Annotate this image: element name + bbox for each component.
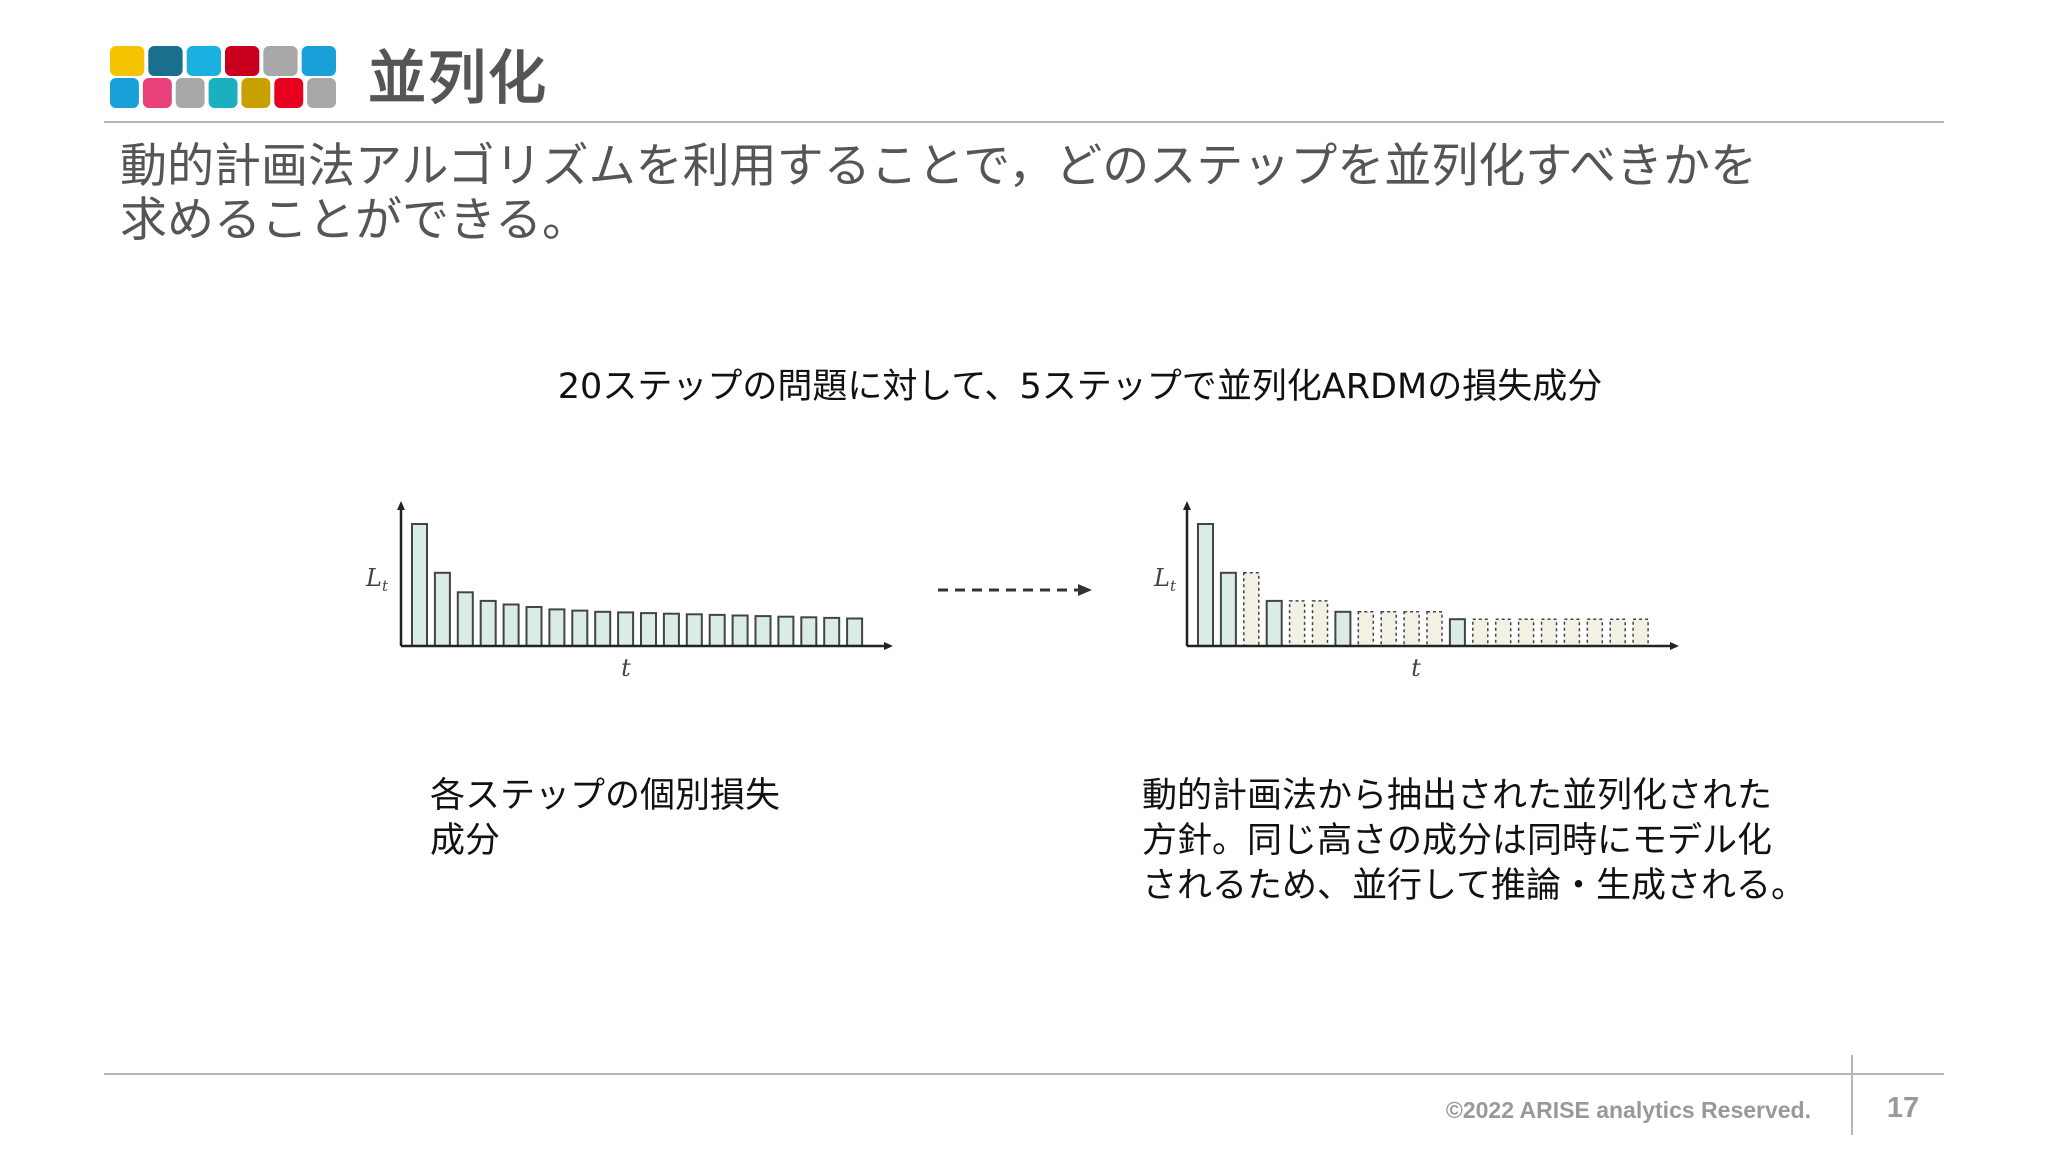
logo-tile (148, 46, 183, 76)
loss-bar (708, 613, 726, 648)
parallel-bar (1426, 611, 1443, 647)
logo-tile (142, 78, 172, 108)
parallel-bar (1380, 611, 1397, 647)
transform-arrow (938, 584, 1092, 596)
loss-bar (731, 614, 749, 647)
lead-line-2: 求めることができる。 (120, 193, 590, 248)
loss-bar (1219, 571, 1237, 647)
right-description-line-2: 方針。同じ高さの成分は同時にモデル化 (1142, 821, 1773, 861)
logo-tile (225, 46, 260, 76)
page-number: 17 (1886, 1092, 1920, 1124)
footer-divider (104, 1073, 1944, 1075)
loss-bar (571, 609, 589, 647)
left-description-line-2: 成分 (430, 821, 501, 861)
x-axis-label: t (621, 654, 631, 682)
loss-bar (1265, 599, 1283, 647)
parallel-bar (1311, 600, 1329, 647)
parallel-bar (1540, 618, 1558, 647)
parallel-bar (1632, 618, 1649, 647)
parallel-bar (1609, 618, 1626, 647)
parallelized-loss-chart: Lt t (1153, 501, 1679, 682)
right-description-line-3: されるため、並行して推論・生成される。 (1142, 866, 1806, 906)
logo-tile (241, 78, 271, 108)
right-description-line-1: 動的計画法から抽出された並列化された (1142, 776, 1773, 816)
logo-bottom-row (110, 78, 336, 108)
loss-bar (800, 616, 818, 648)
lead-line-1: 動的計画法アルゴリズムを利用することで，どのステップを並列化すべきかを (120, 139, 1758, 194)
parallel-bar (1288, 600, 1306, 647)
logo-tile (263, 46, 298, 76)
parallel-bar (1494, 618, 1512, 647)
logo-tile (274, 78, 304, 108)
loss-bar (1334, 610, 1352, 648)
right-description: 動的計画法から抽出された並列化された 方針。同じ高さの成分は同時にモデル化 され… (1142, 774, 1806, 909)
loss-bar (777, 615, 795, 647)
parallel-bar (1243, 572, 1260, 647)
logo-tile (186, 46, 221, 76)
loss-bar (1448, 618, 1466, 647)
logo-tile (301, 46, 336, 76)
left-description: 各ステップの個別損失 成分 (430, 774, 780, 864)
y-axis-label-main: L (365, 564, 382, 592)
loss-bar (754, 615, 772, 647)
loss-bar (548, 608, 566, 647)
y-axis-label-sub: t (1170, 577, 1177, 595)
parallel-bar (1472, 618, 1489, 647)
page-title: 並列化 (368, 44, 549, 112)
y-axis-label: Lt (1153, 564, 1177, 595)
company-logo (110, 46, 336, 108)
loss-bar (479, 599, 497, 647)
y-axis-label-main: L (1153, 564, 1170, 592)
loss-bar (1197, 523, 1214, 647)
logo-tile (110, 46, 145, 76)
logo-tile (110, 78, 139, 108)
parallel-bar (1563, 618, 1581, 647)
header-divider (104, 121, 1944, 123)
bars-group (411, 523, 864, 648)
left-description-line-1: 各ステップの個別損失 (430, 776, 781, 816)
footer-separator (1851, 1055, 1853, 1135)
x-axis-label: t (1411, 654, 1421, 682)
loss-bar (502, 603, 520, 647)
bars-group (1197, 523, 1649, 648)
parallel-bar (1586, 618, 1604, 647)
copyright-text: ©2022 ARISE analytics Reserved. (1445, 1097, 1811, 1123)
loss-bar (525, 606, 543, 647)
logo-tile (208, 78, 238, 108)
y-axis-label: Lt (365, 564, 389, 595)
loss-bar (456, 591, 474, 648)
lead-text: 動的計画法アルゴリズムを利用することで，どのステップを並列化すべきかを 求めるこ… (120, 140, 1940, 248)
y-axis-label-sub: t (382, 577, 389, 595)
loss-bar (685, 613, 703, 648)
parallel-bar (1403, 611, 1420, 647)
loss-bar (823, 616, 841, 648)
loss-bar (433, 571, 451, 647)
loss-bar (846, 617, 864, 647)
logo-top-row (110, 46, 336, 76)
logo-tile (175, 78, 205, 108)
individual-loss-chart: Lt t (365, 501, 893, 682)
parallel-bar (1357, 611, 1375, 647)
parallel-bar (1517, 618, 1535, 647)
loss-bar (594, 610, 612, 648)
loss-bar (640, 612, 657, 647)
loss-bar (411, 523, 428, 647)
loss-bar (617, 611, 635, 647)
figure-caption: 20ステップの問題に対して、5ステップで並列化ARDMの損失成分 (557, 367, 1603, 407)
logo-tile (307, 78, 336, 108)
loss-bar (662, 612, 680, 647)
